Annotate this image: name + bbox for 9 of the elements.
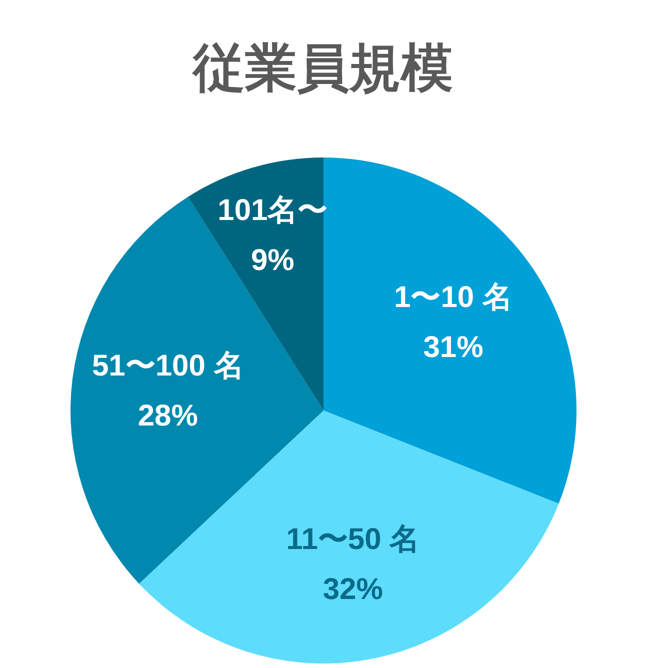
data-label: 31%: [423, 330, 484, 364]
slice-label: 11〜50 名: [286, 523, 420, 556]
chart-title: 従業員規模: [191, 40, 453, 98]
data-label: 32%: [322, 573, 383, 606]
slice-label: 1〜10 名: [394, 280, 512, 314]
slice-label: 101名〜: [218, 194, 328, 228]
slice-label: 51〜100 名: [92, 349, 244, 382]
data-label: 28%: [138, 399, 198, 432]
data-label: 9%: [251, 244, 294, 278]
